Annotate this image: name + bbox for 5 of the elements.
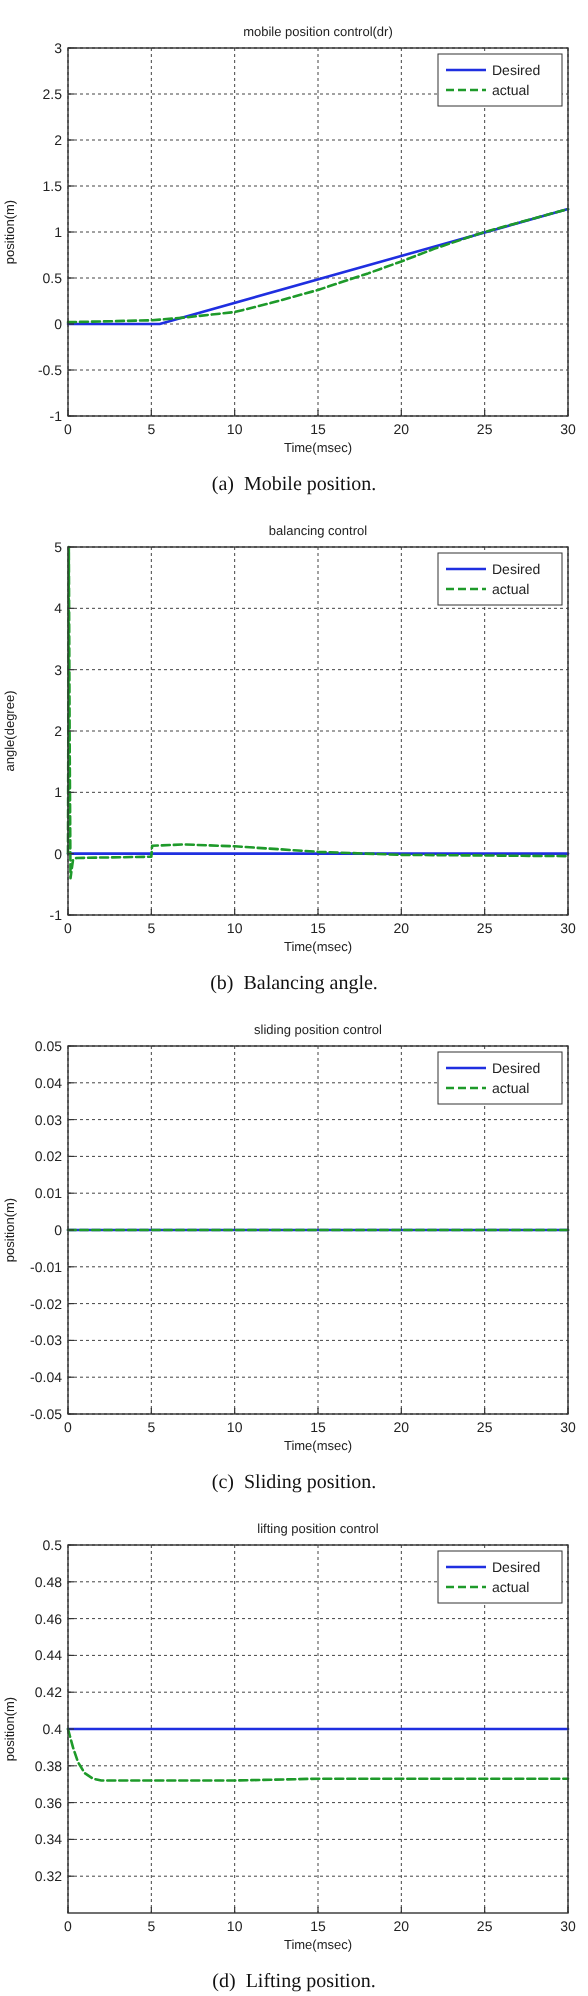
- text: (d) Lifting position.: [212, 1971, 376, 1993]
- line-series: [66, 1727, 570, 1782]
- text: (a) Mobile position.: [211, 474, 377, 496]
- text: (c) Sliding position.: [211, 1472, 377, 1494]
- text: (b) Balancing angle.: [210, 973, 378, 995]
